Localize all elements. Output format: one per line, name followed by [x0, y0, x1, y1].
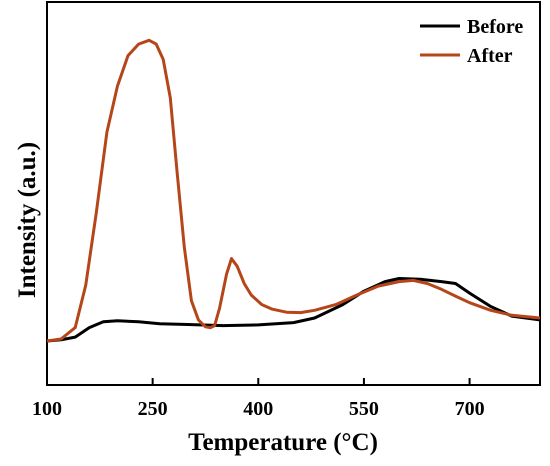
- y-axis-title: Intensity (a.u.): [14, 142, 41, 298]
- x-axis-title: Temperature (°C): [188, 429, 378, 456]
- series-line-before: [47, 279, 540, 342]
- x-tick-label: 700: [455, 398, 485, 420]
- series-line-after: [47, 40, 540, 341]
- x-tick-label: 250: [138, 398, 168, 420]
- x-tick-label: 400: [243, 398, 273, 420]
- x-tick-label: 550: [349, 398, 379, 420]
- legend: Before After: [420, 16, 523, 67]
- series-group: [47, 40, 540, 341]
- x-tick-label: 100: [32, 398, 62, 420]
- legend-label-after: After: [467, 45, 513, 67]
- legend-label-before: Before: [467, 16, 523, 38]
